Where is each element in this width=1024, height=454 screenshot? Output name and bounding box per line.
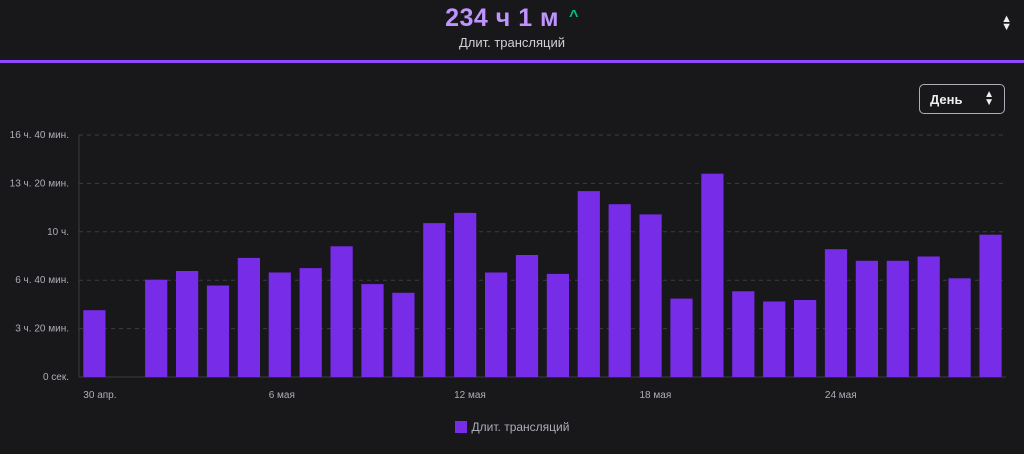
bar[interactable]: [577, 191, 600, 377]
total-value-row: 234 ч 1 м ^: [0, 4, 1024, 33]
x-tick-label: 12 мая: [454, 390, 486, 401]
bar[interactable]: [515, 255, 539, 377]
chevron-updown-icon: ▲ ▼: [984, 89, 994, 108]
accent-divider: [0, 60, 1024, 63]
metric-subtitle: Длит. трансляций: [458, 35, 566, 50]
bar[interactable]: [855, 260, 878, 377]
bar-chart: 0 сек. 3 ч. 20 мин. 6 ч. 40 мин. 10 ч. 13 ч.…: [10, 130, 1006, 401]
bar[interactable]: [917, 256, 940, 378]
sort-toggle-icon[interactable]: ▲ ▼: [1001, 13, 1012, 33]
y-tick-label: 13 ч. 20 мин.: [10, 178, 69, 189]
bar[interactable]: [639, 214, 662, 377]
y-tick-label: 3 ч. 20 мин.: [15, 324, 69, 335]
x-tick-label: 30 апр.: [83, 390, 116, 401]
legend-label: Длит. трансляций: [471, 420, 570, 434]
bar[interactable]: [423, 223, 446, 377]
bar[interactable]: [824, 249, 848, 377]
bar[interactable]: [83, 310, 106, 377]
bar[interactable]: [794, 300, 817, 377]
bar[interactable]: [948, 278, 971, 377]
bar[interactable]: [485, 272, 508, 378]
bar[interactable]: [268, 272, 291, 378]
bar[interactable]: [701, 173, 724, 377]
caret-up-icon: ^: [569, 8, 579, 25]
bar[interactable]: [886, 260, 909, 377]
chart-legend[interactable]: Длит. трансляций: [0, 420, 1024, 434]
bar[interactable]: [361, 284, 384, 377]
period-select[interactable]: День ▲ ▼: [919, 84, 1005, 114]
bar[interactable]: [299, 268, 322, 377]
bar[interactable]: [176, 271, 199, 377]
bar[interactable]: [608, 204, 631, 377]
bar[interactable]: [732, 291, 755, 377]
bar[interactable]: [454, 212, 477, 377]
bar[interactable]: [392, 292, 415, 377]
bar[interactable]: [330, 246, 353, 377]
legend-swatch: [454, 421, 467, 433]
y-tick-label: 10 ч.: [47, 227, 69, 238]
y-tick-label: 0 сек.: [43, 372, 69, 383]
bar[interactable]: [763, 301, 786, 378]
total-value: 234 ч 1 м: [445, 4, 560, 32]
bar[interactable]: [237, 257, 260, 377]
bar[interactable]: [670, 298, 693, 377]
bar[interactable]: [145, 279, 168, 377]
bar[interactable]: [979, 234, 1002, 377]
x-tick-label: 18 мая: [640, 390, 672, 401]
x-tick-label: 6 мая: [269, 390, 295, 401]
y-tick-label: 6 ч. 40 мин.: [15, 275, 69, 286]
bar[interactable]: [206, 285, 230, 378]
bar[interactable]: [546, 273, 569, 377]
x-tick-label: 24 мая: [825, 390, 857, 401]
y-tick-label: 16 ч. 40 мин.: [10, 130, 69, 141]
period-select-label: День: [930, 91, 963, 107]
metric-header: 234 ч 1 м ^ Длит. трансляций ▲ ▼: [0, 0, 1024, 60]
